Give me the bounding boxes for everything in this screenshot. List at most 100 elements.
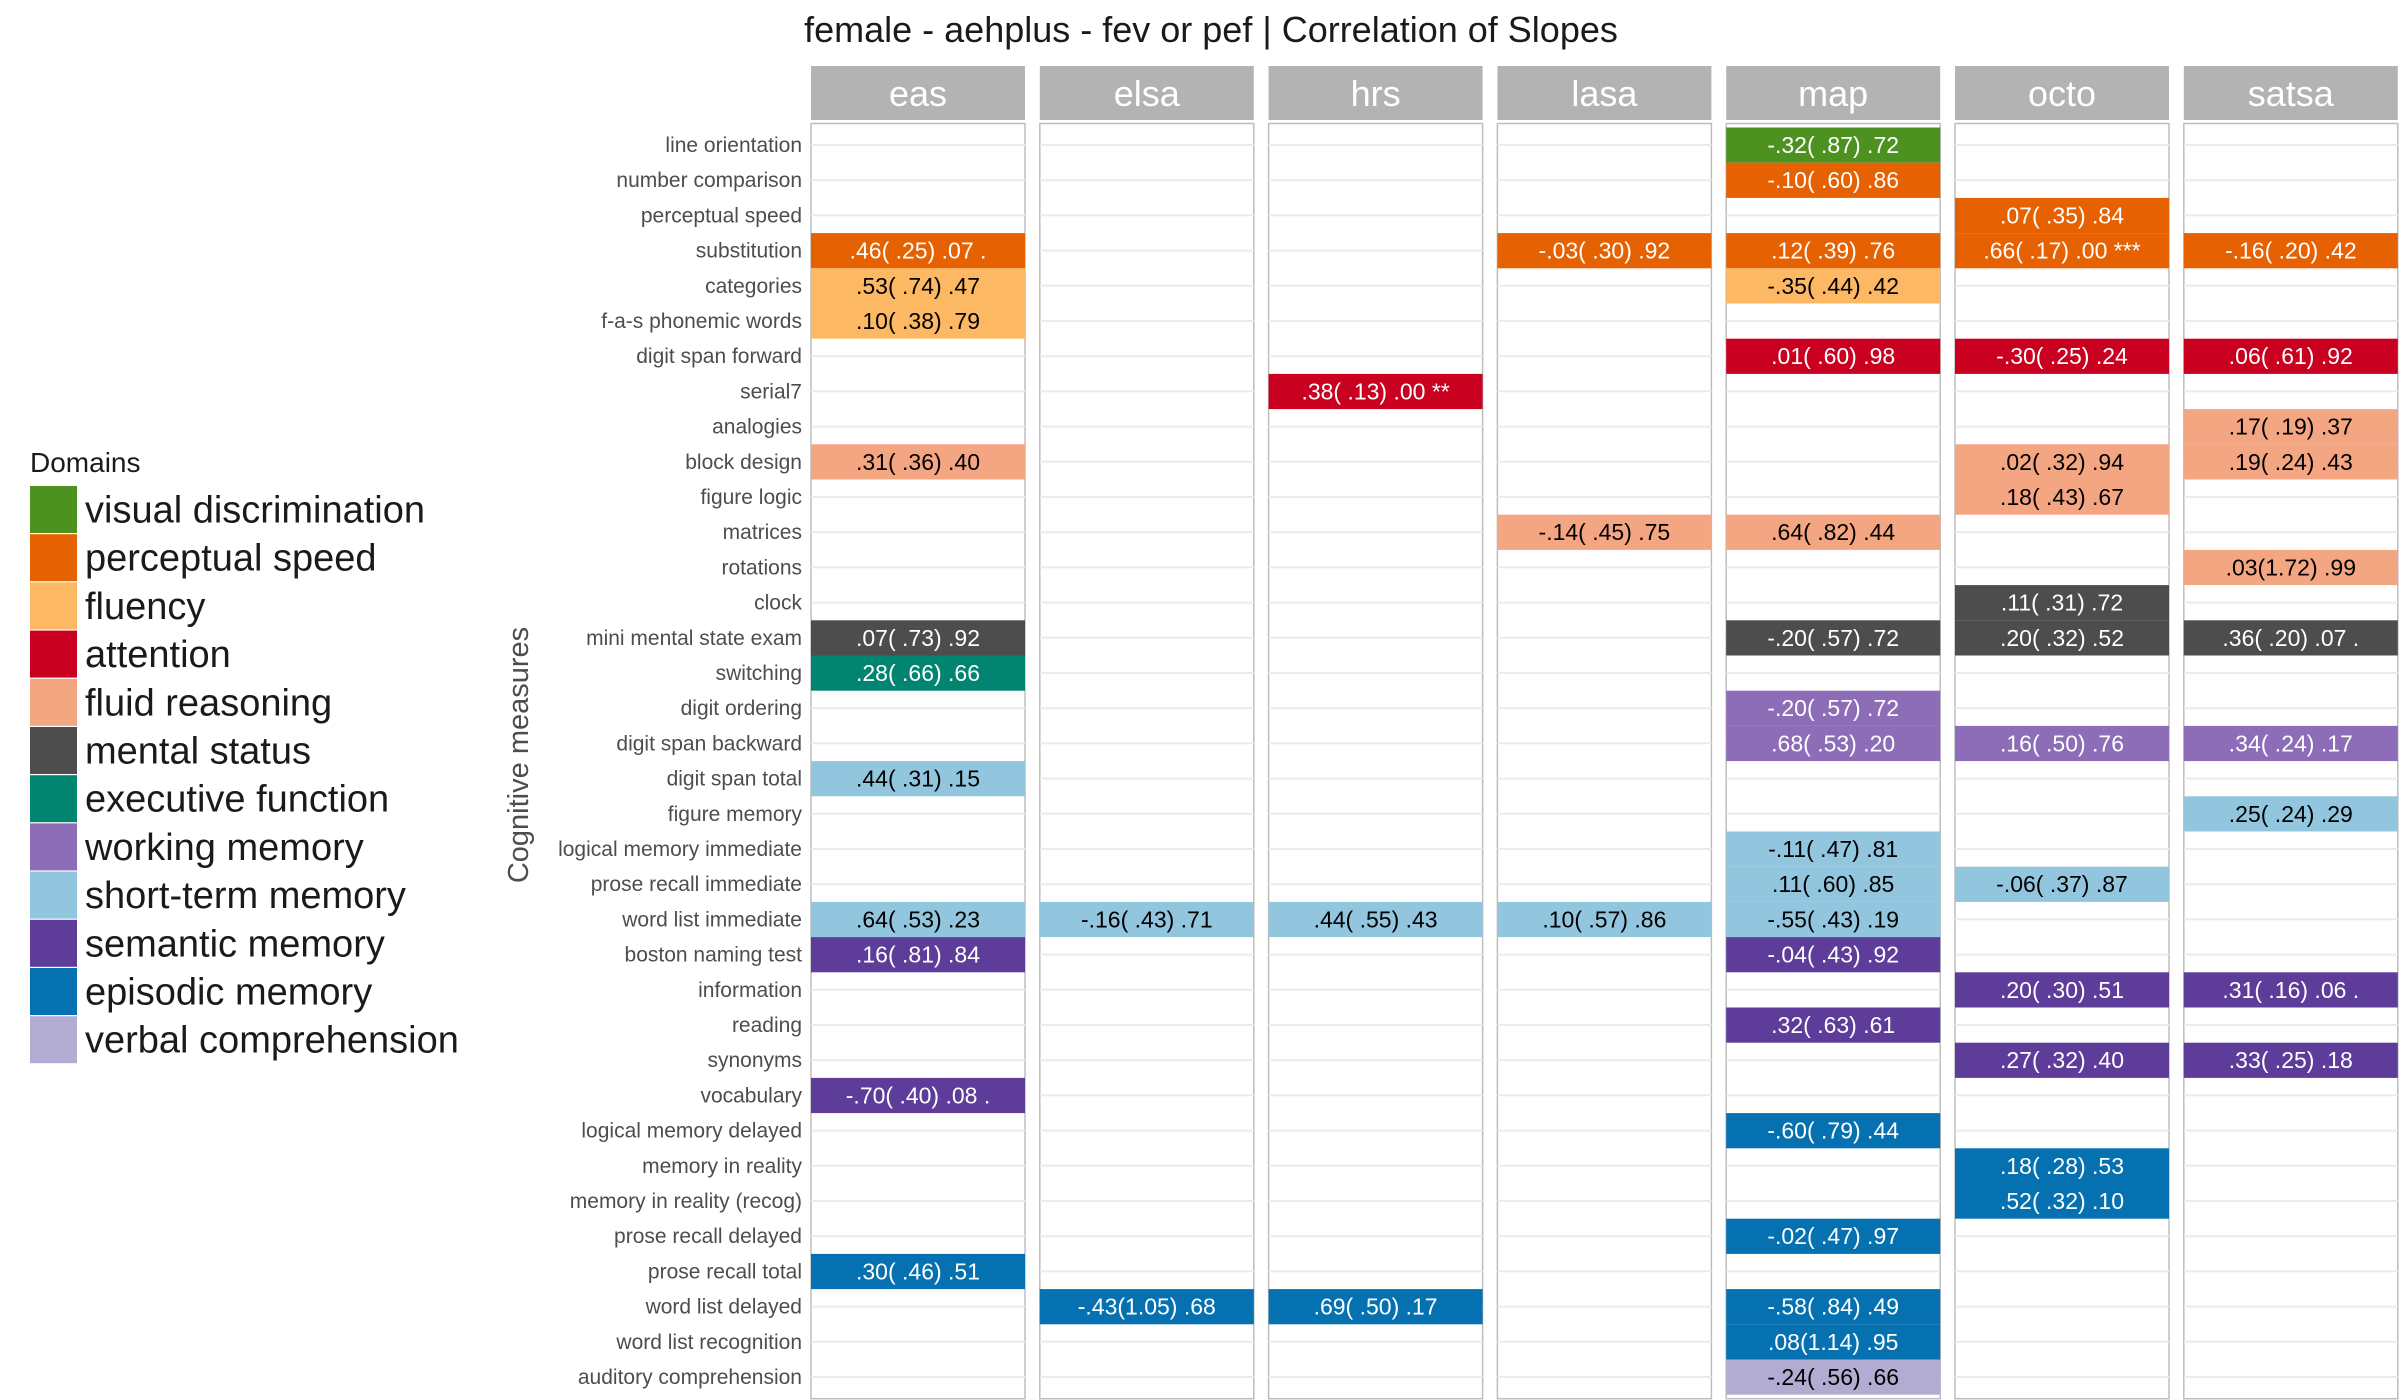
- y-tick-label: serial7: [740, 380, 802, 403]
- heatmap-tile: [811, 444, 1025, 480]
- heatmap-cell: .10( .57) .86: [1497, 901, 1712, 938]
- panel-background: [1039, 122, 1255, 1400]
- heatmap-tile: [1497, 233, 1712, 269]
- heatmap-tile: [1268, 1289, 1483, 1325]
- legend-swatch: [30, 534, 77, 582]
- cell-label: -.43(1.05) .68: [1078, 1294, 1216, 1320]
- heatmap-tile: [1726, 1007, 1941, 1043]
- heatmap-tile: [1726, 1359, 1941, 1395]
- heatmap-cell: .25( .24) .29: [2183, 796, 2398, 832]
- facet-strip-label: map: [1798, 73, 1868, 114]
- heatmap-cell: .27( .32) .40: [1955, 1042, 2169, 1078]
- cell-label: .52( .32) .10: [2000, 1188, 2124, 1214]
- heatmap-cell: .30( .46) .51: [811, 1253, 1025, 1290]
- legend-swatch: [30, 582, 77, 630]
- heatmap-tile: [2183, 725, 2398, 762]
- legend-label: working memory: [84, 827, 364, 869]
- y-tick-label: boston naming test: [625, 944, 803, 967]
- y-tick-label: figure logic: [700, 486, 802, 509]
- cell-label: -.60( .79) .44: [1767, 1118, 1899, 1144]
- legend-item-attention: attention: [30, 630, 231, 678]
- y-tick-label: word list recognition: [615, 1331, 802, 1354]
- legend-label: short-term memory: [85, 875, 406, 917]
- heatmap-cell: .10( .38) .79: [811, 303, 1025, 339]
- cell-label: .32( .63) .61: [1771, 1012, 1895, 1038]
- y-tick-label: vocabulary: [700, 1084, 802, 1107]
- cell-label: -.04( .43) .92: [1767, 942, 1899, 968]
- facet-panel-hrs: hrs: [1267, 66, 1484, 1400]
- heatmap-tile: [811, 303, 1025, 339]
- heatmap-cell: -.16( .43) .71: [1039, 901, 1254, 938]
- heatmap-cell: -.11( .47) .81: [1726, 831, 1941, 867]
- cell-label: .66( .17) .00 ***: [1983, 238, 2140, 264]
- cell-label: -.70( .40) .08 .: [846, 1082, 990, 1108]
- y-tick-label: clock: [754, 592, 802, 615]
- heatmap-tile: [2183, 549, 2398, 586]
- heatmap-tile: [811, 761, 1025, 797]
- heatmap-cell: .44( .55) .43: [1268, 901, 1483, 938]
- heatmap-tile: [1955, 338, 2169, 374]
- cell-label: .07( .73) .92: [856, 625, 980, 651]
- facet-strip: [2183, 66, 2398, 120]
- y-axis-ticks: line orientation number comparison percept…: [558, 134, 802, 1389]
- heatmap-cell: -.02( .47) .97: [1726, 1218, 1941, 1254]
- heatmap-tile: [1039, 1289, 1254, 1325]
- heatmap-cell: -.35( .44) .42: [1726, 268, 1941, 304]
- cell-label: -.06( .37) .87: [1996, 871, 2128, 897]
- heatmap-cell: .11( .60) .85: [1726, 866, 1941, 902]
- heatmap-tile: [2183, 409, 2398, 445]
- heatmap-tile: [1726, 725, 1941, 762]
- cell-label: .25( .24) .29: [2229, 801, 2353, 827]
- legend-swatch: [30, 678, 77, 726]
- heatmap-tile: [1726, 831, 1941, 867]
- cell-label: .27( .32) .40: [2000, 1047, 2124, 1073]
- cell-label: .33( .25) .18: [2229, 1047, 2353, 1073]
- cell-label: -.30( .25) .24: [1996, 343, 2128, 369]
- heatmap-cell: .36( .20) .07 .: [2183, 620, 2398, 656]
- cell-label: .69( .50) .17: [1314, 1294, 1438, 1320]
- heatmap-tile: [1726, 1218, 1941, 1254]
- y-tick-label: prose recall total: [648, 1260, 802, 1283]
- legend-swatch: [30, 823, 77, 871]
- heatmap-cell: .08(1.14) .95: [1726, 1324, 1941, 1360]
- heatmap-cell: .34( .24) .17: [2183, 725, 2398, 762]
- cell-label: .17( .19) .37: [2229, 414, 2353, 440]
- heatmap-cell: .07( .73) .92: [811, 620, 1025, 656]
- cell-label: .53( .74) .47: [856, 273, 980, 299]
- heatmap-tile: [2183, 444, 2398, 480]
- heatmap-cell: .68( .53) .20: [1726, 725, 1941, 762]
- facet-strip-label: elsa: [1114, 73, 1181, 114]
- heatmap-cell: .20( .32) .52: [1955, 620, 2169, 656]
- cell-label: -.14( .45) .75: [1539, 519, 1671, 545]
- facet-panel-elsa: elsa: [1039, 66, 1255, 1400]
- heatmap-cell: .18( .43) .67: [1955, 479, 2169, 515]
- legend-swatch: [30, 1016, 77, 1064]
- y-tick-label: f-a-s phonemic words: [601, 310, 802, 333]
- legend-label: fluid reasoning: [85, 682, 332, 724]
- heatmap-cell: -.04( .43) .92: [1726, 937, 1941, 973]
- cell-label: .64( .82) .44: [1771, 519, 1895, 545]
- heatmap-tile: [2183, 972, 2398, 1008]
- heatmap-tile: [2183, 233, 2398, 269]
- y-tick-label: digit ordering: [681, 697, 802, 720]
- heatmap-cell: -.43(1.05) .68: [1039, 1289, 1254, 1325]
- facet-strip: [811, 66, 1025, 120]
- y-tick-label: categories: [705, 275, 802, 298]
- legend-swatch: [30, 630, 77, 678]
- heatmap-cell: .19( .24) .43: [2183, 444, 2398, 480]
- heatmap-cell: .66( .17) .00 ***: [1955, 233, 2169, 269]
- facet-strip-label: lasa: [1571, 73, 1638, 114]
- heatmap-cell: .64( .53) .23: [811, 901, 1025, 938]
- legend: Domains visual discrimination perceptual …: [30, 447, 459, 1064]
- heatmap-tile: [1268, 901, 1483, 938]
- heatmap-tile: [1955, 620, 2169, 656]
- heatmap-cell: .12( .39) .76: [1726, 233, 1941, 269]
- heatmap-cell: .03(1.72) .99: [2183, 549, 2398, 586]
- heatmap-cell: .69( .50) .17: [1268, 1289, 1483, 1325]
- facet-panels: eas elsa hrs lasa map octo satsa .46( .25) .07 …: [810, 66, 2399, 1400]
- heatmap-tile: [811, 233, 1025, 269]
- facet-strip-label: satsa: [2248, 73, 2335, 114]
- legend-swatch: [30, 919, 77, 967]
- heatmap-cell: -.30( .25) .24: [1955, 338, 2169, 374]
- heatmap-tile: [1497, 901, 1712, 938]
